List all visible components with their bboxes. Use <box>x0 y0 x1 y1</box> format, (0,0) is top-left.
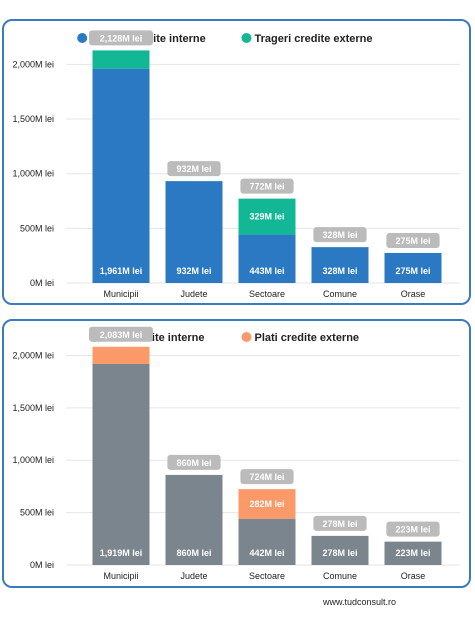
x-tick-label: Municipii <box>103 571 138 581</box>
total-label: 932M lei <box>167 161 221 177</box>
total-label-box <box>313 227 367 243</box>
y-tick-label: 1,000M lei <box>12 455 54 465</box>
bar-orase-series-0 <box>384 541 442 565</box>
bar-comune-series-0 <box>311 247 369 283</box>
total-label-box <box>313 515 367 531</box>
y-tick-label: 0M lei <box>30 560 54 570</box>
legend-label-1: Plati credite externe <box>255 332 360 344</box>
x-tick-label: Judete <box>180 289 207 299</box>
total-label-text: 2,083M lei <box>100 330 143 340</box>
x-tick-label: Orase <box>401 289 426 299</box>
total-label-box <box>89 326 153 342</box>
total-label: 278M lei <box>313 515 367 531</box>
bar-value-label: 1,961M lei <box>100 266 143 276</box>
bar-sectoare-series-0 <box>238 234 296 283</box>
bar-value-label: 328M lei <box>322 266 357 276</box>
total-label-text: 772M lei <box>249 182 284 192</box>
bar-judete-series-0 <box>165 181 223 283</box>
bar-value-label: 932M lei <box>176 266 211 276</box>
bar-sectoare-series-0 <box>238 518 296 565</box>
bar-comune-series-0 <box>311 535 369 565</box>
total-label-text: 275M lei <box>395 236 430 246</box>
y-tick-label: 500M lei <box>20 508 54 518</box>
bar-sectoare-series-1 <box>238 198 296 235</box>
total-label-box <box>167 161 221 177</box>
x-tick-label: Orase <box>401 571 426 581</box>
bar-judete-series-0 <box>165 474 223 565</box>
total-label: 275M lei <box>386 232 440 248</box>
total-label: 860M lei <box>167 454 221 470</box>
bar-municipii-series-1 <box>92 346 150 364</box>
bar-sectoare-series-1 <box>238 489 296 519</box>
x-tick-label: Comune <box>323 571 357 581</box>
total-label: 2,083M lei <box>89 326 153 342</box>
y-tick-label: 1,500M lei <box>12 403 54 413</box>
bar-value-label: 1,919M lei <box>100 548 143 558</box>
bar-municipii-series-1 <box>92 50 150 69</box>
bar-value-label: 860M lei <box>176 548 211 558</box>
total-label: 328M lei <box>313 227 367 243</box>
x-tick-label: Comune <box>323 289 357 299</box>
total-label-text: 223M lei <box>395 525 430 535</box>
total-label-text: 278M lei <box>322 519 357 529</box>
x-tick-label: Judete <box>180 571 207 581</box>
total-label-box <box>167 454 221 470</box>
y-tick-label: 1,500M lei <box>12 114 54 124</box>
total-label-box <box>240 178 294 194</box>
y-tick-label: 2,000M lei <box>12 59 54 69</box>
total-label-box <box>89 30 153 46</box>
total-label-text: 932M lei <box>176 164 211 174</box>
legend-marker <box>77 33 88 43</box>
legend-label-1: Trageri credite externe <box>255 33 373 45</box>
legend-marker <box>241 33 252 43</box>
bar-value-label: 223M lei <box>395 548 430 558</box>
chart-panel-plati: Plati credite interne Plati credite exter… <box>2 319 471 588</box>
total-label: 772M lei <box>240 178 294 194</box>
x-tick-label: Sectoare <box>249 289 285 299</box>
total-label: 223M lei <box>386 521 440 537</box>
x-tick-label: Sectoare <box>249 571 285 581</box>
total-label-text: 328M lei <box>322 230 357 240</box>
bar-value-label: 442M lei <box>249 548 284 558</box>
bar-value-label: 278M lei <box>322 548 357 558</box>
bar-value-label: 275M lei <box>395 266 430 276</box>
total-label: 724M lei <box>240 469 294 485</box>
watermark: www.tudconsult.ro <box>323 597 397 607</box>
y-tick-label: 2,000M lei <box>12 350 54 360</box>
total-label-box <box>386 521 440 537</box>
bar-municipii-series-0 <box>92 68 150 283</box>
total-label: 2,128M lei <box>89 30 153 46</box>
bar-value-label: 443M lei <box>249 266 284 276</box>
legend-marker <box>241 332 252 342</box>
total-label-text: 724M lei <box>249 472 284 482</box>
y-tick-label: 500M lei <box>20 223 54 233</box>
total-label-text: 860M lei <box>176 458 211 468</box>
plati-chart: Plati credite interne Plati credite exter… <box>12 326 460 581</box>
total-label-text: 2,128M lei <box>100 33 143 43</box>
y-tick-label: 0M lei <box>30 278 54 288</box>
total-label-box <box>240 469 294 485</box>
y-tick-label: 1,000M lei <box>12 169 54 179</box>
bar-value-label: 282M lei <box>249 499 284 509</box>
x-tick-label: Municipii <box>103 289 138 299</box>
bar-municipii-series-0 <box>92 363 150 565</box>
bar-orase-series-0 <box>384 252 442 283</box>
total-label-box <box>386 232 440 248</box>
bar-value-label: 329M lei <box>249 212 284 222</box>
